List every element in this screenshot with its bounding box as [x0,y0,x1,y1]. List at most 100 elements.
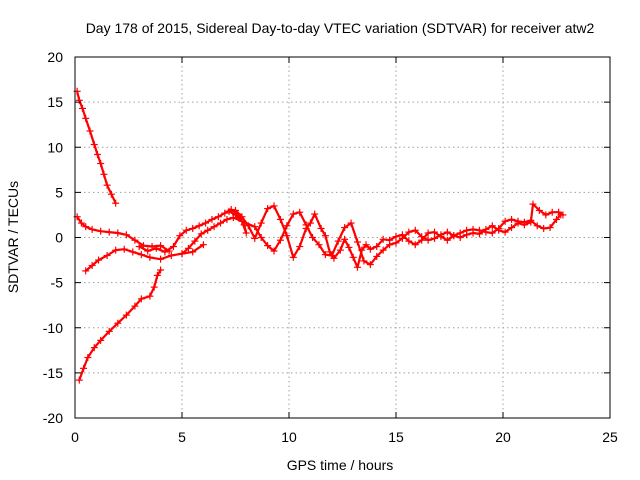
y-tick-label: -20 [43,410,63,426]
x-tick-label: 20 [495,429,511,445]
data-point [321,251,329,259]
y-tick-label: 15 [47,94,63,110]
x-tick-label: 25 [602,429,618,445]
data-point [146,292,154,300]
data-point [107,190,115,198]
data-point [418,233,426,241]
data-point [82,267,90,275]
data-point [93,150,101,158]
data-point [75,96,83,104]
data-point [283,232,291,240]
data-point [555,208,563,216]
data-point [169,243,177,251]
data-point [264,205,272,213]
data-point [276,236,284,244]
data-point [257,234,265,241]
data-point [161,248,169,256]
data-point [353,238,361,246]
data-point [135,243,143,251]
data-point [379,235,387,243]
data-point [157,255,165,263]
series-decaying-to-zero [73,213,173,255]
data-point [317,224,325,232]
y-tick-label: 20 [47,49,63,65]
data-point [88,225,96,233]
data-point [535,206,543,214]
data-point [296,243,304,251]
data-point [105,327,113,335]
data-point [144,247,152,255]
data-point [276,215,284,223]
data-point [341,235,349,243]
data-point [84,354,92,362]
data-point [283,222,291,230]
data-point [289,253,297,261]
data-point [97,159,105,167]
data-point [270,202,278,210]
data-point [182,226,190,234]
y-tick-label: 10 [47,139,63,155]
data-point [214,213,222,221]
data-point [103,181,111,189]
data-point [392,233,400,241]
data-point [296,208,304,216]
data-point [315,241,323,249]
data-point [114,319,122,327]
data-point [195,222,203,230]
data-point [289,210,297,218]
gridlines [75,57,610,418]
data-point [77,219,85,227]
data-point [362,241,370,249]
data-point [540,224,548,232]
data-point [232,206,239,214]
data-point [559,211,567,219]
data-point [105,228,113,236]
data-point [302,221,310,229]
data-point [373,243,381,251]
data-point [191,237,199,245]
data-point [309,234,317,241]
data-point [90,141,98,149]
data-point [251,223,259,231]
data-point [257,219,265,227]
data-point [122,311,130,319]
data-point [242,229,250,237]
data-point [157,242,165,250]
data-point [529,200,537,208]
series-main-band-lower [178,200,567,269]
y-tick-label: -15 [43,365,63,381]
data-point [97,227,105,235]
data-point [264,242,272,250]
y-tick-label: -10 [43,320,63,336]
data-point [475,230,483,238]
data-point [456,234,464,241]
data-point [103,252,111,260]
data-point [463,231,471,239]
data-point [112,199,120,207]
data-point [321,232,329,240]
data-point [392,239,400,247]
data-point [546,224,554,232]
data-point [86,127,94,135]
data-point [405,228,413,236]
data-point [311,210,319,218]
data-point [251,234,259,242]
data-point [366,261,374,269]
data-point [221,209,229,217]
data-point [488,222,496,230]
data-point [366,245,374,253]
data-point [345,243,353,251]
data-point [82,223,90,231]
data-point [495,226,503,234]
data-point [238,213,246,221]
data-point [189,224,197,232]
data-point [225,207,233,215]
data-point [482,225,490,233]
x-axis-label: GPS time / hours [287,457,394,473]
data-point [114,229,122,237]
data-point [82,114,90,122]
data-point [533,222,541,230]
data-point [88,261,96,269]
data-point [90,344,98,352]
